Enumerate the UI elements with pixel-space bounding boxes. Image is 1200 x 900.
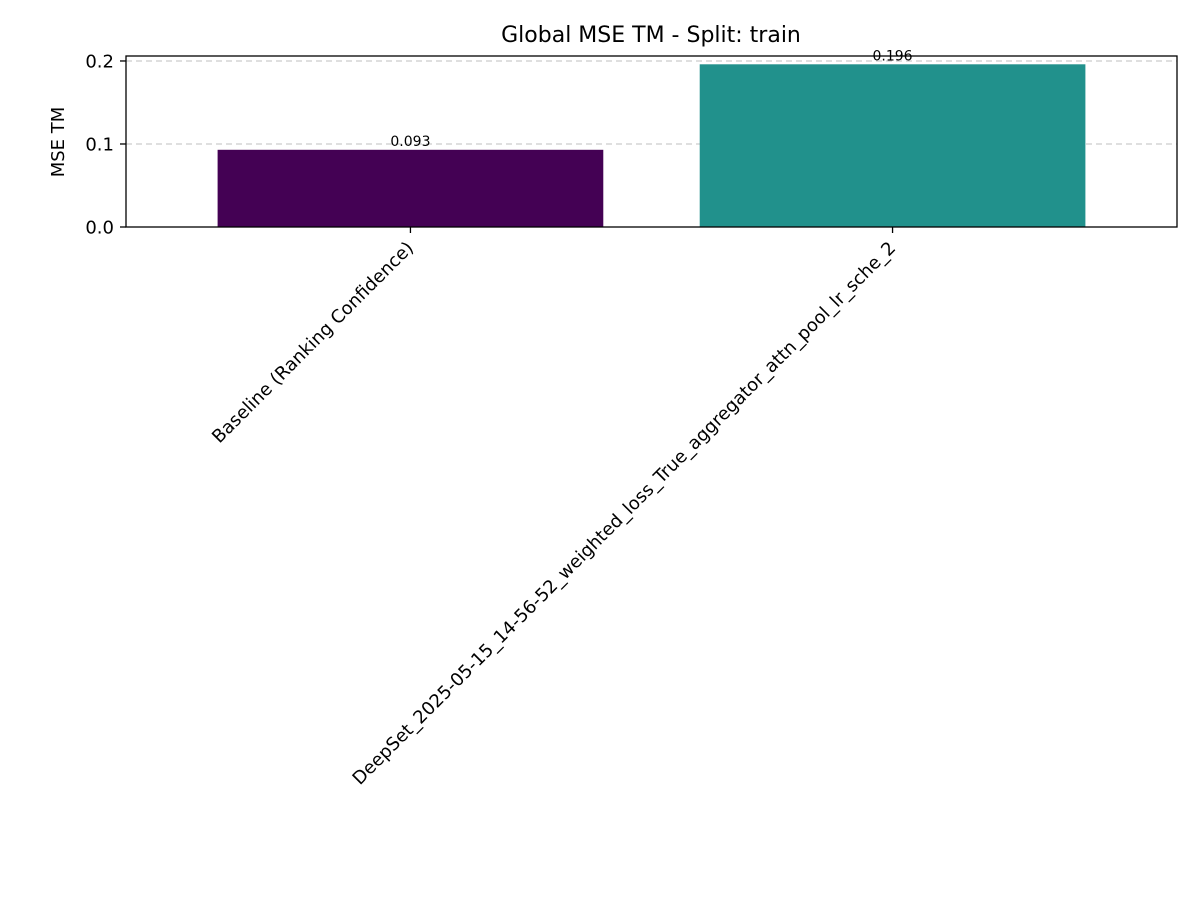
plot-area-frame [125, 55, 1178, 228]
y-tick-label: 0.2 [85, 51, 114, 72]
bars-group [217, 64, 1086, 228]
y-axis-label: MSE TM [48, 107, 69, 178]
x-tick-label: Baseline (Ranking Confidence) [208, 238, 418, 448]
y-tick-label: 0.1 [85, 134, 114, 155]
chart-title: Global MSE TM - Split: train [501, 23, 801, 48]
x-tick-label: DeepSet_2025-05-15_14-56-52_weighted_los… [349, 238, 901, 790]
bar-value-label: 0.093 [390, 134, 430, 150]
bar [699, 64, 1086, 228]
bar [217, 149, 604, 227]
y-tick-label: 0.0 [85, 218, 114, 239]
y-axis-ticks: 0.0 0.1 0.2 [85, 51, 126, 239]
x-axis-ticks: Baseline (Ranking Confidence)DeepSet_202… [208, 227, 900, 789]
